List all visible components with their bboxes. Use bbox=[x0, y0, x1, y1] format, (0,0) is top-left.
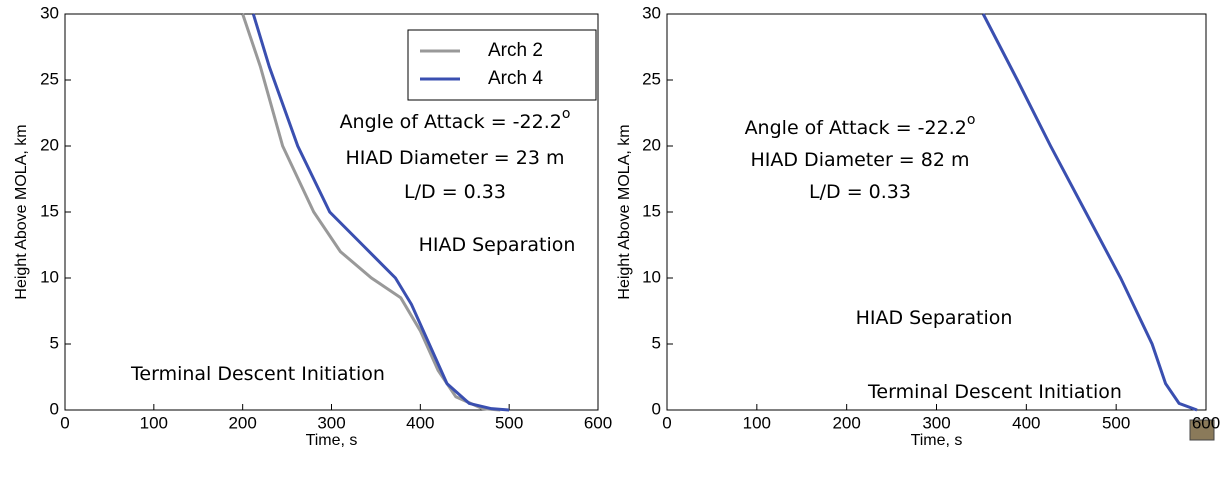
annotation-superscript: o bbox=[967, 112, 976, 128]
annotation-text: HIAD Diameter = 82 m bbox=[751, 149, 970, 171]
x-tick-label: 300 bbox=[317, 413, 345, 432]
legend-label: Arch 2 bbox=[488, 40, 543, 61]
data-line bbox=[241, 13, 501, 412]
data-line bbox=[251, 13, 510, 412]
annotation: Angle of Attack = -22.2o bbox=[340, 106, 571, 133]
x-tick-label: 400 bbox=[1012, 413, 1040, 432]
x-tick-label: 300 bbox=[922, 413, 950, 432]
x-tick-label: 200 bbox=[228, 413, 256, 432]
y-tick-label: 5 bbox=[50, 333, 59, 352]
annotation-superscript: o bbox=[562, 106, 571, 122]
y-tick-label: 20 bbox=[40, 135, 59, 154]
y-tick-label: 25 bbox=[642, 69, 661, 88]
annotation-text: HIAD Separation bbox=[419, 234, 576, 256]
y-tick-label: 15 bbox=[642, 201, 661, 220]
x-tick-label: 600 bbox=[584, 413, 612, 432]
annotation-text: Terminal Descent Initiation bbox=[867, 381, 1122, 403]
annotation-text: Terminal Descent Initiation bbox=[130, 363, 385, 385]
annotation: Terminal Descent Initiation bbox=[130, 363, 385, 385]
annotation: HIAD Diameter = 82 m bbox=[751, 149, 970, 171]
y-tick-label: 25 bbox=[40, 69, 59, 88]
annotation-text: L/D = 0.33 bbox=[809, 181, 911, 203]
annotation: HIAD Separation bbox=[419, 234, 576, 256]
y-tick-label: 30 bbox=[40, 3, 59, 22]
x-tick-label: 500 bbox=[495, 413, 523, 432]
annotation-text: Angle of Attack = -22.2 bbox=[745, 117, 967, 139]
legend-box bbox=[407, 29, 597, 101]
x-tick-label: 500 bbox=[1102, 413, 1130, 432]
annotation-text: HIAD Diameter = 23 m bbox=[346, 147, 565, 169]
x-tick-label: 0 bbox=[60, 413, 69, 432]
y-axis-label: Height Above MOLA, km bbox=[616, 124, 633, 299]
annotation: Terminal Descent Initiation bbox=[867, 381, 1122, 403]
x-tick-label: 400 bbox=[406, 413, 434, 432]
x-tick-label: 0 bbox=[662, 413, 671, 432]
x-tick-label: 200 bbox=[832, 413, 860, 432]
y-tick-label: 0 bbox=[50, 399, 59, 418]
legend-label: Arch 4 bbox=[488, 68, 543, 89]
y-tick-label: 15 bbox=[40, 201, 59, 220]
annotation: L/D = 0.33 bbox=[809, 181, 911, 203]
y-tick-label: 30 bbox=[642, 3, 661, 22]
y-tick-label: 20 bbox=[642, 135, 661, 154]
annotation: HIAD Separation bbox=[856, 307, 1013, 329]
y-axis-label: Height Above MOLA, km bbox=[13, 124, 30, 299]
annotation-text: L/D = 0.33 bbox=[404, 181, 506, 203]
x-tick-label: 100 bbox=[140, 413, 168, 432]
x-axis-label: Time, s bbox=[911, 432, 963, 449]
annotation-text: Angle of Attack = -22.2 bbox=[340, 111, 562, 133]
plot-area bbox=[666, 13, 1207, 411]
y-tick-label: 10 bbox=[40, 267, 59, 286]
x-tick-label: 100 bbox=[743, 413, 771, 432]
lander-icon bbox=[1189, 419, 1215, 441]
y-tick-label: 0 bbox=[652, 399, 661, 418]
annotation: Angle of Attack = -22.2o bbox=[745, 112, 976, 139]
annotation: HIAD Diameter = 23 m bbox=[346, 147, 565, 169]
x-axis-label: Time, s bbox=[306, 432, 358, 449]
data-line bbox=[981, 13, 1198, 412]
x-tick-label: 600 bbox=[1192, 413, 1220, 432]
y-tick-label: 10 bbox=[642, 267, 661, 286]
annotation-text: HIAD Separation bbox=[856, 307, 1013, 329]
y-tick-label: 5 bbox=[652, 333, 661, 352]
annotation: L/D = 0.33 bbox=[404, 181, 506, 203]
